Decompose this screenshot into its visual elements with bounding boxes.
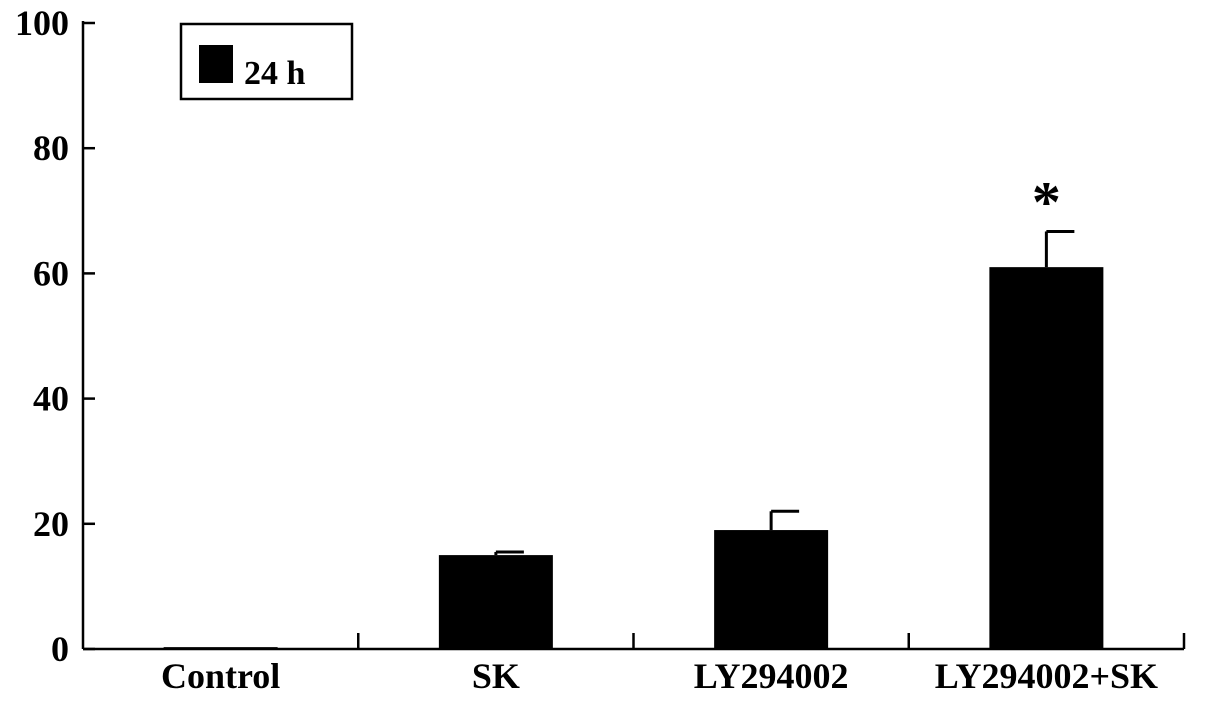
bar-control — [163, 647, 278, 650]
x-axis-labels: Control SK LY294002 LY294002+SK — [161, 656, 1158, 696]
significance-asterisk: * — [1032, 169, 1061, 234]
legend-box — [179, 22, 354, 101]
bar-ly294002-sk — [989, 267, 1104, 649]
y-tick-label: 80 — [33, 128, 69, 168]
y-tick-label: 0 — [51, 629, 69, 669]
x-tick-label: Control — [161, 656, 280, 696]
legend-label: 24 h — [244, 55, 306, 92]
x-tick-label: LY294002+SK — [935, 656, 1158, 696]
bar-ly294002 — [714, 530, 829, 649]
x-tick-label: SK — [472, 656, 520, 696]
legend-swatch — [199, 45, 233, 83]
annotations: * — [1032, 169, 1061, 234]
bar-sk — [438, 555, 553, 649]
x-tick-label: LY294002 — [694, 656, 849, 696]
y-axis-ticks: 0 20 40 60 80 100 — [15, 3, 95, 669]
y-tick-label: 40 — [33, 379, 69, 419]
legend: 24 h — [179, 22, 354, 101]
bars — [163, 267, 1104, 650]
y-tick-label: 60 — [33, 253, 69, 293]
y-tick-label: 20 — [33, 504, 69, 544]
error-bars — [494, 229, 1075, 556]
y-tick-label: 100 — [15, 3, 69, 43]
